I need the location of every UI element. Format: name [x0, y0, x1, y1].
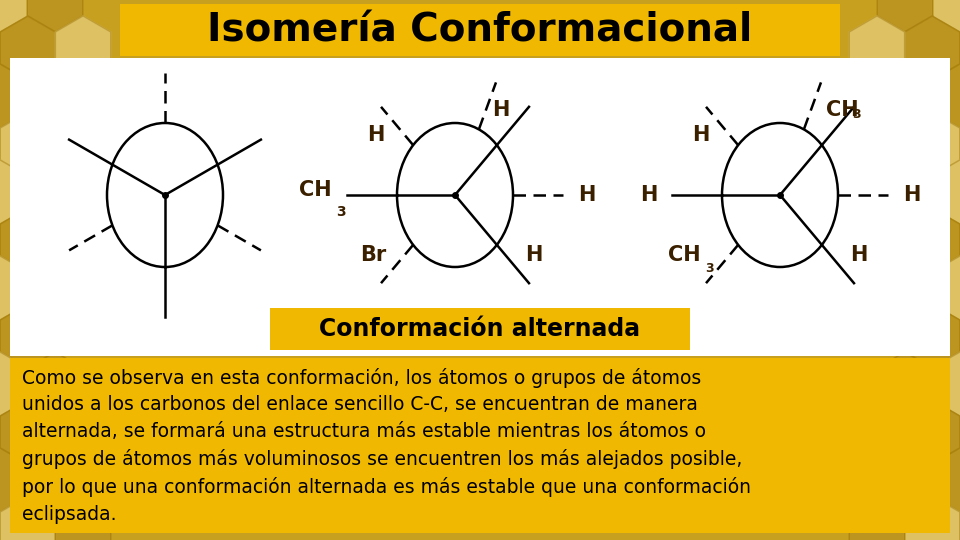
- Polygon shape: [27, 64, 83, 128]
- Text: H: H: [903, 185, 921, 205]
- Polygon shape: [932, 0, 960, 32]
- Polygon shape: [932, 160, 960, 224]
- Polygon shape: [904, 400, 960, 464]
- Polygon shape: [850, 112, 904, 176]
- Text: CH: CH: [826, 100, 858, 120]
- Text: Como se observa en esta conformación, los átomos o grupos de átomos
unidos a los: Como se observa en esta conformación, lo…: [22, 368, 751, 523]
- Text: H: H: [368, 125, 385, 145]
- Polygon shape: [56, 16, 110, 80]
- Polygon shape: [0, 304, 56, 368]
- Text: 3: 3: [852, 109, 860, 122]
- Polygon shape: [877, 352, 933, 416]
- Polygon shape: [877, 0, 933, 32]
- Text: H: H: [578, 185, 595, 205]
- Polygon shape: [27, 160, 83, 224]
- Polygon shape: [904, 208, 960, 272]
- FancyBboxPatch shape: [270, 308, 690, 350]
- Polygon shape: [932, 256, 960, 320]
- Polygon shape: [0, 496, 56, 540]
- Polygon shape: [0, 16, 56, 80]
- Text: CH: CH: [300, 180, 332, 200]
- Polygon shape: [27, 0, 83, 32]
- Polygon shape: [56, 496, 110, 540]
- Polygon shape: [0, 64, 28, 128]
- Polygon shape: [27, 352, 83, 416]
- Polygon shape: [0, 448, 28, 512]
- Polygon shape: [0, 112, 56, 176]
- Polygon shape: [0, 0, 28, 32]
- Text: Br: Br: [360, 245, 386, 265]
- Polygon shape: [932, 64, 960, 128]
- Text: H: H: [639, 185, 657, 205]
- Polygon shape: [904, 112, 960, 176]
- Polygon shape: [877, 64, 933, 128]
- Text: Isomería Conformacional: Isomería Conformacional: [207, 11, 753, 49]
- Polygon shape: [877, 160, 933, 224]
- FancyBboxPatch shape: [10, 358, 950, 533]
- Polygon shape: [904, 496, 960, 540]
- Polygon shape: [877, 448, 933, 512]
- Text: H: H: [851, 245, 868, 265]
- Polygon shape: [56, 400, 110, 464]
- Polygon shape: [0, 256, 28, 320]
- Polygon shape: [0, 400, 56, 464]
- Polygon shape: [932, 352, 960, 416]
- Polygon shape: [932, 448, 960, 512]
- Polygon shape: [904, 304, 960, 368]
- Polygon shape: [850, 400, 904, 464]
- Polygon shape: [56, 112, 110, 176]
- Text: H: H: [692, 125, 709, 145]
- Text: 3: 3: [336, 205, 346, 219]
- Polygon shape: [850, 496, 904, 540]
- Polygon shape: [850, 16, 904, 80]
- Text: H: H: [525, 245, 542, 265]
- Text: H: H: [492, 100, 510, 120]
- Polygon shape: [904, 16, 960, 80]
- Text: Conformación alternada: Conformación alternada: [320, 317, 640, 341]
- Polygon shape: [877, 256, 933, 320]
- Text: CH: CH: [668, 245, 701, 265]
- FancyBboxPatch shape: [10, 58, 950, 356]
- FancyBboxPatch shape: [120, 4, 840, 56]
- Polygon shape: [0, 160, 28, 224]
- Polygon shape: [27, 448, 83, 512]
- Polygon shape: [0, 208, 56, 272]
- Polygon shape: [0, 352, 28, 416]
- Polygon shape: [27, 256, 83, 320]
- Text: 3: 3: [705, 262, 713, 275]
